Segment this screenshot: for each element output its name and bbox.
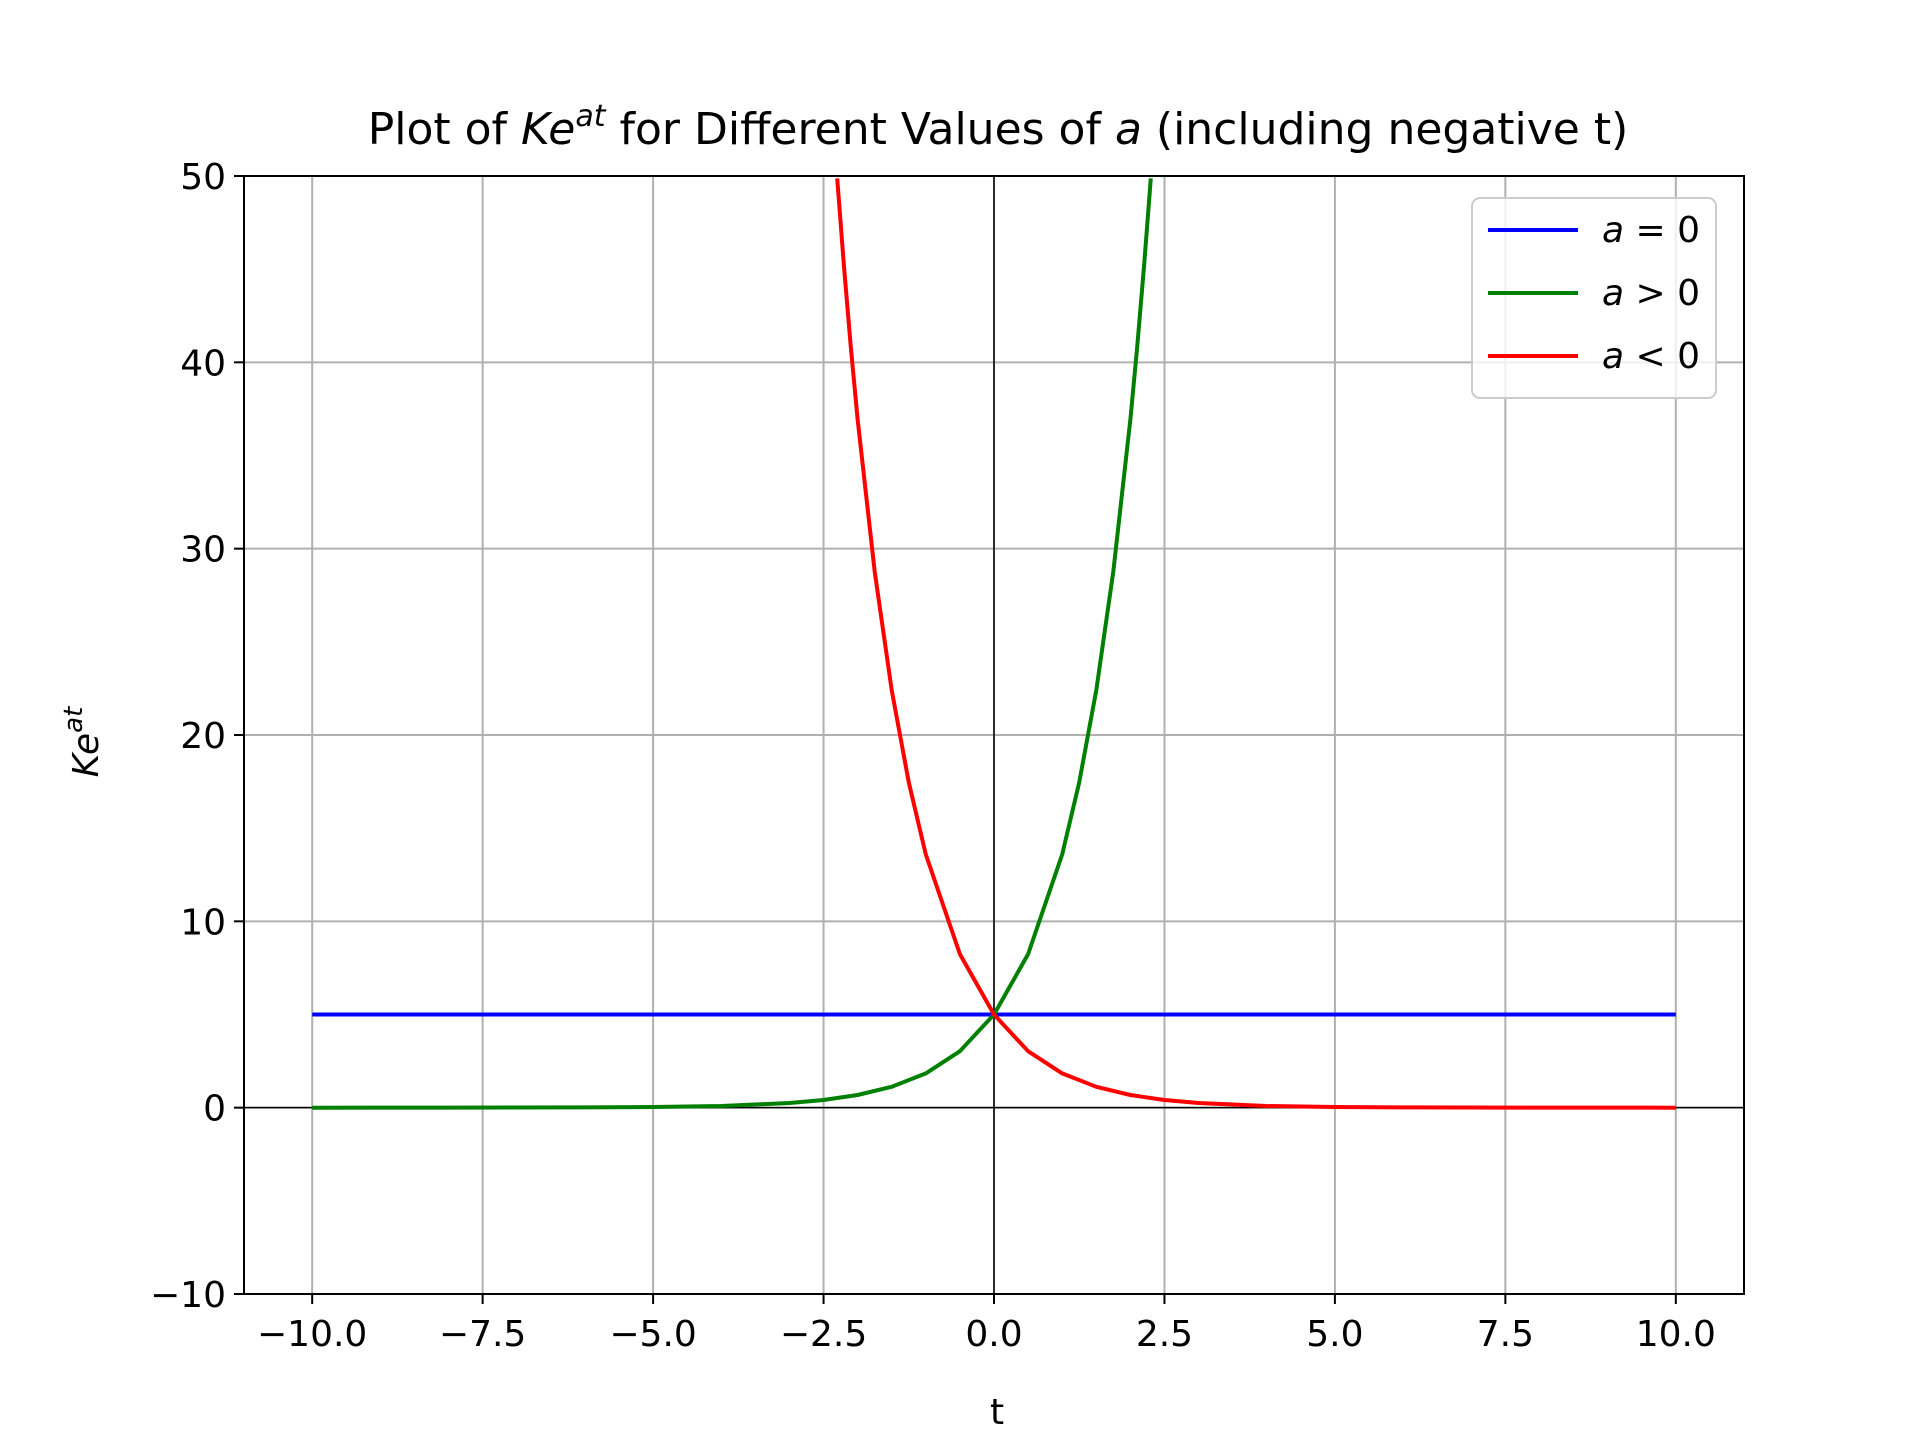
legend-box bbox=[1471, 197, 1717, 399]
x-tick-label: −5.0 bbox=[609, 1314, 696, 1355]
y-tick-label: 20 bbox=[180, 716, 226, 757]
x-tick-label: 7.5 bbox=[1477, 1314, 1534, 1355]
legend-label-2: a < 0 bbox=[1602, 336, 1700, 377]
series-line-2 bbox=[835, 178, 1676, 1110]
x-tick-label: −2.5 bbox=[780, 1314, 867, 1355]
x-tick-label: −7.5 bbox=[439, 1314, 526, 1355]
y-tick-label: 50 bbox=[180, 157, 226, 198]
y-tick-label: 40 bbox=[180, 343, 226, 384]
x-tick-label: 10.0 bbox=[1636, 1314, 1716, 1355]
legend: a = 0 a > 0 a < 0 bbox=[1471, 197, 1717, 399]
legend-label-0: a = 0 bbox=[1602, 210, 1700, 251]
legend-label-1: a > 0 bbox=[1602, 273, 1700, 314]
x-tick-label: 0.0 bbox=[965, 1314, 1022, 1355]
y-tick-label: 0 bbox=[203, 1089, 226, 1130]
y-tick-label: 30 bbox=[180, 530, 226, 571]
y-ticks: −10 0 10 20 30 40 50 bbox=[150, 157, 244, 1316]
series-line-1 bbox=[312, 178, 1153, 1110]
x-ticks: −10.0 −7.5 −5.0 −2.5 0.0 2.5 5.0 7.5 10.0 bbox=[257, 1294, 1716, 1355]
x-axis-label: t bbox=[990, 1392, 1004, 1433]
x-tick-label: −10.0 bbox=[257, 1314, 367, 1355]
y-tick-label: −10 bbox=[150, 1275, 226, 1316]
y-tick-label: 10 bbox=[180, 902, 226, 943]
x-tick-label: 5.0 bbox=[1306, 1314, 1363, 1355]
y-axis-label: Keat bbox=[59, 706, 107, 777]
chart-title: Plot of Keat for Different Values of a (… bbox=[368, 99, 1629, 155]
x-tick-label: 2.5 bbox=[1136, 1314, 1193, 1355]
series-lines bbox=[312, 178, 1676, 1110]
